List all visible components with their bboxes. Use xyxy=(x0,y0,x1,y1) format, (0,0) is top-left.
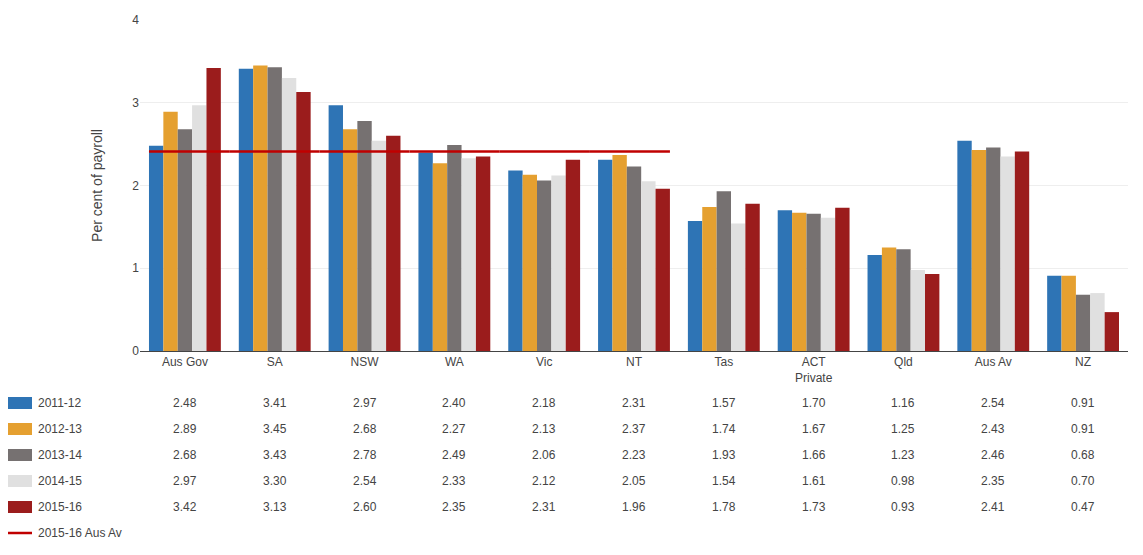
svg-text:1.93: 1.93 xyxy=(712,448,736,462)
svg-text:3: 3 xyxy=(132,96,139,110)
svg-text:1.23: 1.23 xyxy=(891,448,915,462)
svg-text:1.61: 1.61 xyxy=(802,474,826,488)
svg-text:1.74: 1.74 xyxy=(712,422,736,436)
svg-text:Qld: Qld xyxy=(894,355,913,369)
svg-text:NT: NT xyxy=(626,355,643,369)
svg-text:WA: WA xyxy=(445,355,464,369)
svg-text:3.45: 3.45 xyxy=(263,422,287,436)
svg-text:2.68: 2.68 xyxy=(353,422,377,436)
svg-text:2015-16: 2015-16 xyxy=(38,500,82,514)
svg-text:2.40: 2.40 xyxy=(442,396,466,410)
svg-text:0.91: 0.91 xyxy=(1071,396,1095,410)
svg-text:2.43: 2.43 xyxy=(981,422,1005,436)
svg-text:Aus Gov: Aus Gov xyxy=(162,355,208,369)
svg-text:2.60: 2.60 xyxy=(353,500,377,514)
svg-text:2.46: 2.46 xyxy=(981,448,1005,462)
svg-text:2.78: 2.78 xyxy=(353,448,377,462)
svg-text:Per cent of payroll: Per cent of payroll xyxy=(89,129,105,242)
svg-text:2013-14: 2013-14 xyxy=(38,448,82,462)
svg-text:0.68: 0.68 xyxy=(1071,448,1095,462)
svg-text:2.48: 2.48 xyxy=(173,396,197,410)
svg-text:0: 0 xyxy=(132,344,139,358)
svg-text:1.96: 1.96 xyxy=(622,500,646,514)
svg-text:2.54: 2.54 xyxy=(981,396,1005,410)
svg-text:2.23: 2.23 xyxy=(622,448,646,462)
svg-text:2.06: 2.06 xyxy=(532,448,556,462)
svg-text:2.13: 2.13 xyxy=(532,422,556,436)
svg-text:2.41: 2.41 xyxy=(981,500,1005,514)
svg-text:2.05: 2.05 xyxy=(622,474,646,488)
svg-text:2.49: 2.49 xyxy=(442,448,466,462)
svg-text:1.54: 1.54 xyxy=(712,474,736,488)
svg-text:3.30: 3.30 xyxy=(263,474,287,488)
svg-text:0.98: 0.98 xyxy=(891,474,915,488)
svg-text:2.35: 2.35 xyxy=(442,500,466,514)
svg-text:2.12: 2.12 xyxy=(532,474,556,488)
svg-text:3.42: 3.42 xyxy=(173,500,197,514)
svg-text:2014-15: 2014-15 xyxy=(38,474,82,488)
svg-text:1.57: 1.57 xyxy=(712,396,736,410)
svg-text:0.91: 0.91 xyxy=(1071,422,1095,436)
svg-text:2012-13: 2012-13 xyxy=(38,422,82,436)
svg-text:4: 4 xyxy=(132,13,139,27)
svg-text:NSW: NSW xyxy=(351,355,380,369)
svg-text:2.97: 2.97 xyxy=(353,396,377,410)
svg-text:2.37: 2.37 xyxy=(622,422,646,436)
svg-text:Tas: Tas xyxy=(714,355,733,369)
svg-text:3.13: 3.13 xyxy=(263,500,287,514)
svg-text:3.41: 3.41 xyxy=(263,396,287,410)
svg-text:2.97: 2.97 xyxy=(173,474,197,488)
svg-text:2.68: 2.68 xyxy=(173,448,197,462)
svg-text:ACTPrivate: ACTPrivate xyxy=(795,355,833,385)
svg-text:0.70: 0.70 xyxy=(1071,474,1095,488)
svg-text:Aus Av: Aus Av xyxy=(975,355,1012,369)
svg-text:1.66: 1.66 xyxy=(802,448,826,462)
svg-text:1.16: 1.16 xyxy=(891,396,915,410)
svg-text:0.93: 0.93 xyxy=(891,500,915,514)
svg-text:2.31: 2.31 xyxy=(622,396,646,410)
svg-text:Vic: Vic xyxy=(536,355,552,369)
svg-text:NZ: NZ xyxy=(1075,355,1091,369)
svg-text:2.89: 2.89 xyxy=(173,422,197,436)
svg-text:2.31: 2.31 xyxy=(532,500,556,514)
svg-text:1.73: 1.73 xyxy=(802,500,826,514)
svg-text:0.47: 0.47 xyxy=(1071,500,1095,514)
svg-text:1.78: 1.78 xyxy=(712,500,736,514)
svg-text:2.18: 2.18 xyxy=(532,396,556,410)
svg-text:2011-12: 2011-12 xyxy=(38,396,81,410)
svg-text:1: 1 xyxy=(132,261,139,275)
svg-text:1.25: 1.25 xyxy=(891,422,915,436)
svg-text:3.43: 3.43 xyxy=(263,448,287,462)
svg-text:2015-16 Aus Av: 2015-16 Aus Av xyxy=(38,526,122,540)
svg-text:2.27: 2.27 xyxy=(442,422,466,436)
svg-text:1.67: 1.67 xyxy=(802,422,826,436)
svg-text:2: 2 xyxy=(132,179,139,193)
svg-text:2.33: 2.33 xyxy=(442,474,466,488)
svg-text:2.54: 2.54 xyxy=(353,474,377,488)
svg-text:2.35: 2.35 xyxy=(981,474,1005,488)
svg-text:SA: SA xyxy=(267,355,283,369)
svg-text:1.70: 1.70 xyxy=(802,396,826,410)
